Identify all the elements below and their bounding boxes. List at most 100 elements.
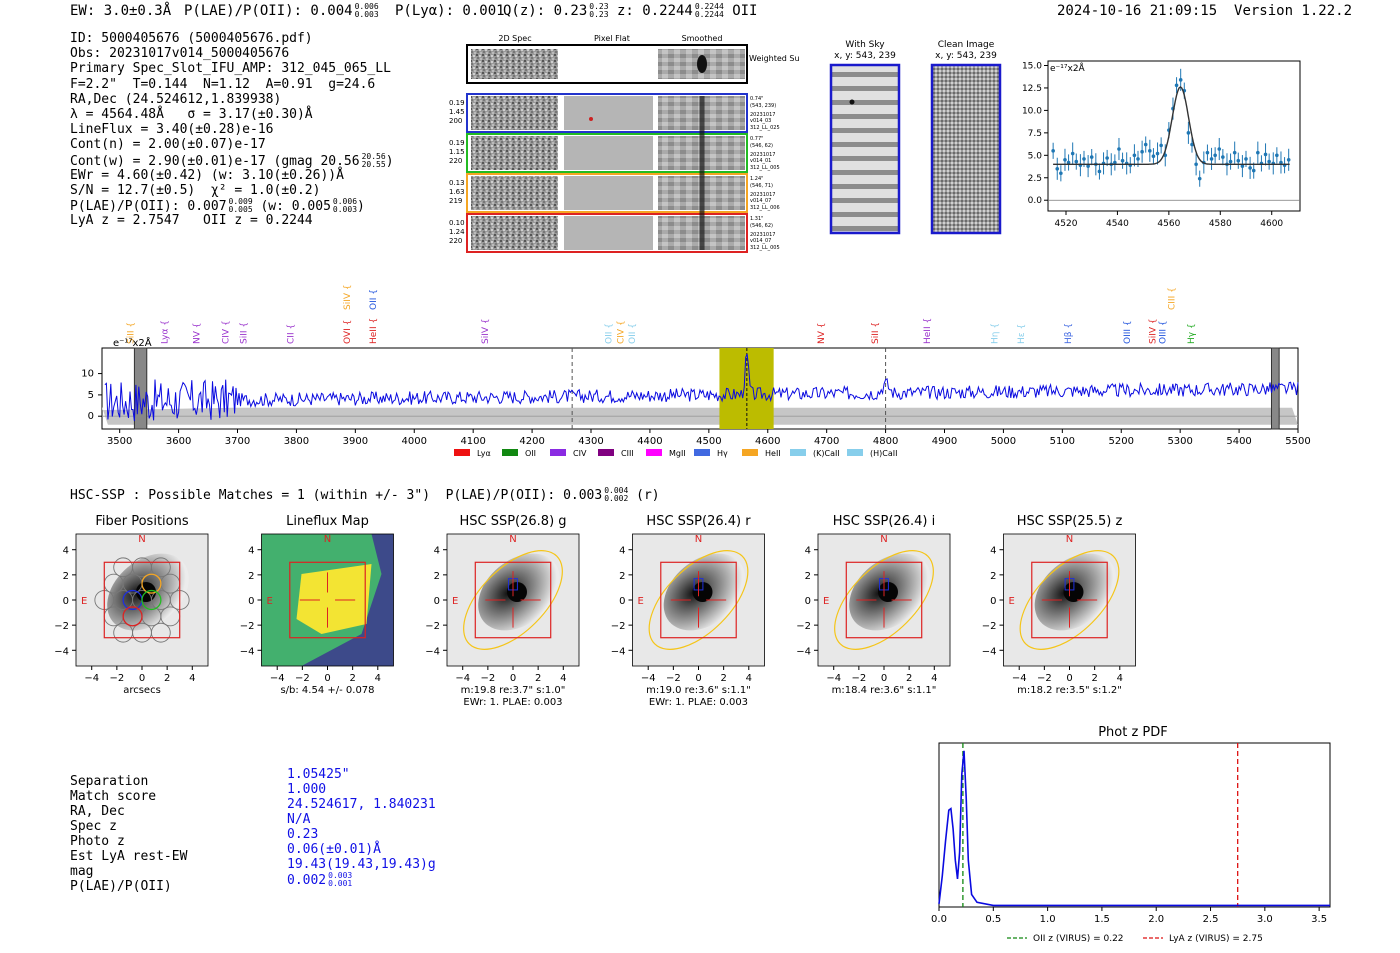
fiber-row-3-l0: 0.13 bbox=[449, 179, 465, 187]
spectrum-legend-label: (H)CaII bbox=[870, 449, 897, 458]
spectrum-line-id: NV { bbox=[817, 323, 827, 344]
header-timestamp: 2024-10-16 21:09:15 Version 1.22.2 bbox=[1057, 3, 1352, 19]
spectrum-line-id: HeII { bbox=[369, 318, 379, 344]
spectrum-line-id: SiII { bbox=[239, 322, 249, 344]
compass-east: E bbox=[267, 596, 273, 607]
match-box bbox=[103, 561, 181, 639]
header-z-line: OII bbox=[732, 3, 758, 19]
photz-curve bbox=[938, 750, 1330, 907]
info-contw-text: Cont(w) = 2.90(±0.01)e-17 (gmag 20.56 bbox=[70, 153, 360, 169]
imaging-ytick-label: 0 bbox=[619, 596, 625, 607]
fiber-row-2-r0: 0.77" bbox=[750, 136, 763, 142]
line-fit-point bbox=[1120, 158, 1125, 163]
line-fit-ytick-label: 2.5 bbox=[1028, 174, 1042, 184]
cutout-col2: Pixel Flat bbox=[594, 34, 630, 43]
imaging-ytick-label: 4 bbox=[805, 546, 811, 557]
fiber-row-4-frame bbox=[466, 213, 748, 253]
imaging-ytick-label: 2 bbox=[619, 571, 625, 582]
spectrum-legend-label: MgII bbox=[669, 449, 686, 458]
imaging-ytick-label: 0 bbox=[805, 596, 811, 607]
fiber-row-2-l0: 0.19 bbox=[449, 139, 465, 147]
spectrum-xtick-label: 4400 bbox=[637, 436, 662, 447]
spectrum-xtick-label: 4200 bbox=[519, 436, 544, 447]
imaging-xtick-label: −4 bbox=[826, 673, 841, 684]
compass-north: N bbox=[695, 534, 702, 545]
match-box bbox=[289, 561, 366, 639]
line-fit-point bbox=[1197, 176, 1202, 181]
galaxy-core bbox=[1063, 582, 1084, 602]
lineflux-map-peak bbox=[296, 564, 372, 634]
photz-legend-lya: LyA z (VIRUS) = 2.75 bbox=[1169, 934, 1263, 944]
imaging-xtick-label: −4 bbox=[84, 673, 99, 684]
match-value-specz: N/A bbox=[287, 812, 311, 827]
info-lineflux: LineFlux = 3.40(±0.28)e-16 bbox=[70, 122, 274, 138]
imaging-xtick-label: 0 bbox=[1066, 673, 1072, 684]
info-plae-w-hi: 0.006 bbox=[332, 197, 358, 207]
fiber-row-2-r2: 20231017 bbox=[750, 152, 775, 158]
header-plae: P(LAE)/P(OII): 0.004 0.006 0.003 bbox=[184, 3, 379, 20]
spectrum-line-id: SiIV { bbox=[343, 284, 353, 310]
line-fit-point bbox=[1248, 166, 1252, 170]
spectrum-legend-swatch bbox=[694, 449, 710, 456]
fiber-circle bbox=[150, 557, 171, 578]
imaging-caption: m:18.2 re:3.5" s:1.2" bbox=[1017, 685, 1122, 696]
imaging-panel-title: Lineflux Map bbox=[286, 514, 369, 529]
header-z-text: z: 0.2244 bbox=[617, 3, 693, 19]
line-fit-point bbox=[1117, 147, 1121, 151]
spectrum-legend-swatch bbox=[598, 449, 614, 456]
imaging-caption: s/b: 4.54 +/- 0.078 bbox=[280, 685, 374, 696]
imaging-xtick-label: 0 bbox=[695, 673, 701, 684]
with-sky-xy: x, y: 543, 239 bbox=[834, 51, 896, 61]
spectrum-legend-label: OII bbox=[525, 449, 536, 458]
photz-xtick-label: 3.0 bbox=[1257, 914, 1273, 925]
fiber-row-1-flat bbox=[564, 96, 653, 130]
compass-east: E bbox=[452, 596, 458, 607]
fiber-highlight-circle bbox=[122, 606, 143, 627]
spectrum-line-id: SiII { bbox=[871, 322, 881, 344]
spectrum-line-id: HeII { bbox=[923, 318, 933, 344]
compass-east: E bbox=[81, 596, 87, 607]
fiber-row-1-r4: 312_LL_025 bbox=[750, 125, 780, 131]
fiber-row-4-r2: 20231017 bbox=[750, 232, 775, 238]
compass-north: N bbox=[1066, 534, 1073, 545]
header-plae-text: P(LAE)/P(OII): 0.004 bbox=[184, 3, 353, 19]
match-value-plae: 0.002 0.003 0.001 bbox=[287, 871, 436, 889]
header-qz-lo: 0.23 bbox=[589, 10, 609, 19]
fiber-row-3-flat bbox=[564, 176, 653, 210]
imaging-xtick-label: 4 bbox=[1117, 673, 1123, 684]
line-fit-point bbox=[1113, 160, 1117, 165]
line-fit-point bbox=[1221, 155, 1225, 159]
header-plya: P(Lyα): 0.001 bbox=[395, 3, 505, 19]
spectrum-xtick-label: 3500 bbox=[107, 436, 132, 447]
match-value-plae-hi: 0.003 bbox=[328, 871, 353, 880]
line-fit-xtick-label: 4540 bbox=[1106, 219, 1129, 229]
spectrum-legend: Lyα OII CIV CIII MgII Hγ HeII (K)CaII (H)CaII bbox=[454, 449, 897, 458]
spectrum-xtick-label: 3800 bbox=[284, 436, 309, 447]
line-fit-point bbox=[1256, 150, 1260, 155]
photz-axes: 0.0 0.5 1.0 1.5 2.0 2.5 3.0 3.5 bbox=[931, 907, 1327, 925]
fiber-row-3: 0.13 1.63 219 1.24" (546, 71) 20231017 v… bbox=[449, 173, 780, 213]
imaging-panel-title: HSC SSP(25.5) z bbox=[1017, 514, 1123, 529]
spectrum-legend-swatch bbox=[742, 449, 758, 456]
fiber-row-2-r1: (546, 62) bbox=[750, 143, 773, 149]
info-ewr: EWr = 4.60(±0.42) (w: 3.10(±0.26))Å bbox=[70, 167, 344, 183]
compass-east: E bbox=[1009, 596, 1015, 607]
fiber-row-2-2d bbox=[471, 136, 558, 170]
clean-xy: x, y: 543, 239 bbox=[935, 51, 997, 61]
fiber-row-3-2d bbox=[471, 176, 558, 210]
spectrum-legend-swatch bbox=[550, 449, 566, 456]
spectrum-line-id: SiIV { bbox=[481, 318, 491, 344]
line-fit-point bbox=[1089, 155, 1094, 159]
line-fit-point bbox=[1136, 157, 1140, 161]
spectrum-error-band bbox=[102, 406, 1298, 425]
line-fit-point bbox=[1186, 131, 1191, 135]
match-box bbox=[474, 561, 552, 639]
header-qz: Q(z): 0.23 0.23 0.23 bbox=[503, 3, 609, 20]
galaxy-core bbox=[878, 582, 898, 602]
fiber-row-3-r1: (546, 71) bbox=[750, 183, 773, 189]
fiber-row-2-flat bbox=[564, 136, 653, 170]
imaging-xtick-label: 2 bbox=[720, 673, 726, 684]
spectrum-xtick-label: 4700 bbox=[814, 436, 839, 447]
imaging-ytick-label: −2 bbox=[611, 621, 626, 632]
imaging-ytick-label: 4 bbox=[434, 546, 440, 557]
